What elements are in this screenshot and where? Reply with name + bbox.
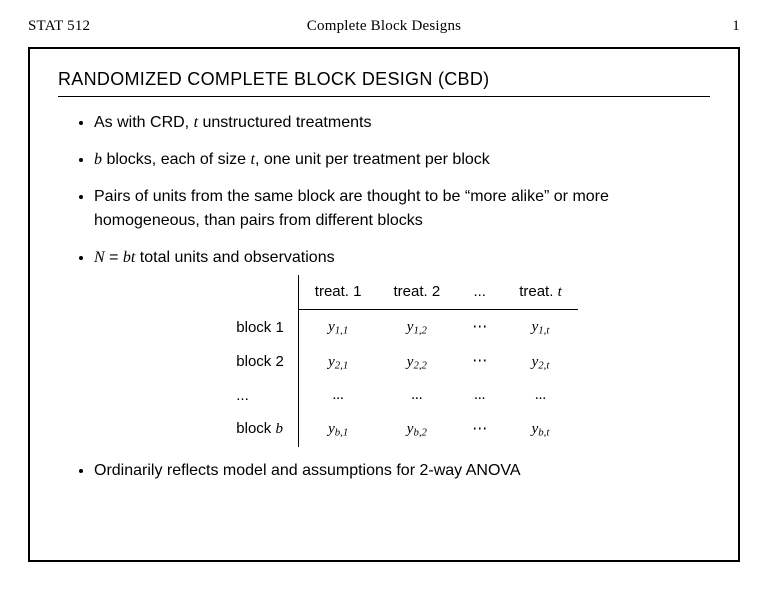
row-block-b: block b bbox=[226, 412, 298, 446]
var-N: N bbox=[94, 249, 105, 266]
bullet-1: As with CRD, t unstructured treatments bbox=[94, 111, 710, 136]
block-treatment-table: treat. 1 treat. 2 ... treat. t block 1 y… bbox=[226, 275, 577, 447]
col-treat-1: treat. 1 bbox=[298, 275, 377, 310]
bullet-2-text-b: , one unit per treatment per block bbox=[255, 151, 490, 168]
cell-2-t: y2,t bbox=[503, 345, 578, 379]
cell-2-2: y2,2 bbox=[378, 345, 457, 379]
cell-b-t: yb,t bbox=[503, 412, 578, 446]
table-header-row: treat. 1 treat. 2 ... treat. t bbox=[226, 275, 577, 310]
sub: b,2 bbox=[413, 427, 427, 439]
page: STAT 512 Complete Block Designs 1 RANDOM… bbox=[0, 0, 768, 593]
y: y bbox=[328, 319, 335, 335]
row-dots: ... bbox=[226, 379, 298, 412]
header-pageno: 1 bbox=[620, 18, 740, 35]
sub: 2,t bbox=[538, 359, 549, 371]
cell-b-2: yb,2 bbox=[378, 412, 457, 446]
header-topic: Complete Block Designs bbox=[148, 18, 620, 35]
bullet-1-text-b: unstructured treatments bbox=[198, 114, 371, 131]
y: y bbox=[328, 354, 335, 370]
bullet-2: b blocks, each of size t, one unit per t… bbox=[94, 148, 710, 173]
col-treat-t-var: t bbox=[558, 284, 562, 300]
bullet-5: Ordinarily reflects model and assumption… bbox=[94, 459, 710, 484]
cell-d-d: ... bbox=[456, 379, 503, 412]
row-block-b-var: b bbox=[275, 421, 283, 437]
table-corner bbox=[226, 275, 298, 310]
col-treat-2: treat. 2 bbox=[378, 275, 457, 310]
eq-sign: = bbox=[105, 249, 123, 266]
table-row: block 2 y2,1 y2,2 ⋯ y2,t bbox=[226, 345, 577, 379]
row-block-1: block 1 bbox=[226, 310, 298, 345]
cell-1-1: y1,1 bbox=[298, 310, 377, 345]
table-row: ... ... ... ... ... bbox=[226, 379, 577, 412]
sub: b,t bbox=[538, 427, 549, 439]
bullet-list: As with CRD, t unstructured treatments b… bbox=[58, 111, 710, 484]
var-bt: bt bbox=[123, 249, 135, 266]
row-block-2: block 2 bbox=[226, 345, 298, 379]
y: y bbox=[328, 421, 335, 437]
cell-1-t: y1,t bbox=[503, 310, 578, 345]
content-frame: RANDOMIZED COMPLETE BLOCK DESIGN (CBD) A… bbox=[28, 47, 740, 562]
cell-2-dots: ⋯ bbox=[456, 345, 503, 379]
bullet-2-text-a: blocks, each of size bbox=[102, 151, 251, 168]
cell-1-dots: ⋯ bbox=[456, 310, 503, 345]
sub: 1,2 bbox=[413, 325, 427, 337]
cell-2-1: y2,1 bbox=[298, 345, 377, 379]
page-title: RANDOMIZED COMPLETE BLOCK DESIGN (CBD) bbox=[58, 69, 710, 97]
sub: b,1 bbox=[335, 427, 349, 439]
bullet-4-text: total units and observations bbox=[135, 249, 334, 266]
cell-d-2: ... bbox=[378, 379, 457, 412]
col-treat-t: treat. t bbox=[503, 275, 578, 310]
cell-b-1: yb,1 bbox=[298, 412, 377, 446]
bullet-3: Pairs of units from the same block are t… bbox=[94, 185, 710, 235]
cell-1-2: y1,2 bbox=[378, 310, 457, 345]
cell-d-1: ... bbox=[298, 379, 377, 412]
table-wrap: treat. 1 treat. 2 ... treat. t block 1 y… bbox=[94, 275, 710, 447]
cell-d-t: ... bbox=[503, 379, 578, 412]
table-row: block 1 y1,1 y1,2 ⋯ y1,t bbox=[226, 310, 577, 345]
sub: 2,1 bbox=[335, 359, 349, 371]
col-treat-t-pre: treat. bbox=[519, 283, 557, 300]
header-course: STAT 512 bbox=[28, 18, 148, 35]
bullet-4: N = bt total units and observations trea… bbox=[94, 246, 710, 447]
bullet-1-text-a: As with CRD, bbox=[94, 114, 194, 131]
table-row: block b yb,1 yb,2 ⋯ yb,t bbox=[226, 412, 577, 446]
sub: 1,t bbox=[538, 325, 549, 337]
cell-b-dots: ⋯ bbox=[456, 412, 503, 446]
var-b: b bbox=[94, 151, 102, 168]
sub: 2,2 bbox=[413, 359, 427, 371]
row-block-b-pre: block bbox=[236, 420, 275, 437]
sub: 1,1 bbox=[335, 325, 349, 337]
running-header: STAT 512 Complete Block Designs 1 bbox=[28, 18, 740, 35]
col-dots: ... bbox=[456, 275, 503, 310]
